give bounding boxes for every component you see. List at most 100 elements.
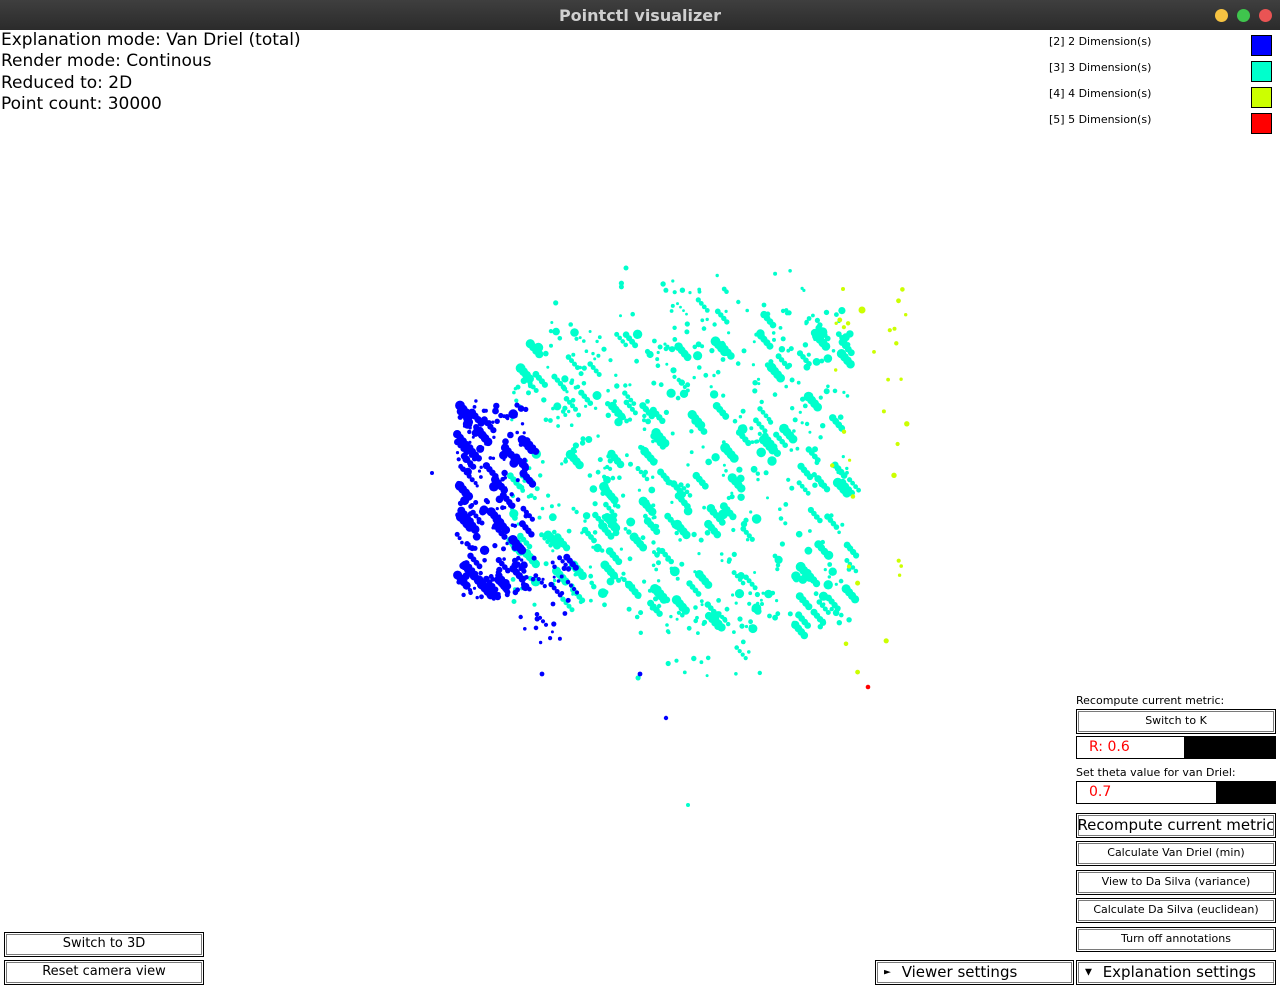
switch-to-k-button[interactable]: Switch to K	[1076, 709, 1276, 734]
point	[775, 567, 780, 572]
point	[850, 494, 856, 499]
point	[611, 408, 617, 414]
point	[750, 440, 755, 444]
point	[490, 427, 497, 434]
van-driel-min-button[interactable]: Calculate Van Driel (min)	[1076, 841, 1276, 866]
point	[775, 599, 779, 603]
point	[663, 342, 667, 346]
point	[578, 336, 582, 340]
point	[675, 345, 679, 349]
point	[739, 623, 745, 629]
point	[536, 577, 541, 582]
point	[684, 489, 690, 495]
point	[795, 530, 803, 538]
explanation-settings-button[interactable]: ▼ Explanation settings	[1076, 960, 1276, 985]
point	[592, 530, 598, 535]
point	[503, 476, 508, 480]
point	[803, 363, 811, 371]
reset-camera-button[interactable]: Reset camera view	[4, 960, 204, 985]
point	[697, 365, 702, 370]
point	[740, 580, 746, 586]
point	[834, 605, 841, 612]
point	[541, 397, 547, 403]
point	[756, 477, 760, 482]
point	[602, 474, 607, 479]
close-icon[interactable]	[1259, 9, 1272, 22]
point	[541, 577, 545, 581]
point	[560, 409, 566, 414]
point	[588, 573, 594, 579]
point	[731, 527, 736, 533]
point	[766, 496, 769, 500]
point	[549, 504, 554, 509]
point	[789, 485, 795, 491]
minimize-icon[interactable]	[1215, 9, 1228, 22]
maximize-icon[interactable]	[1237, 9, 1250, 22]
recompute-metric-button[interactable]: Recompute current metric	[1076, 813, 1276, 838]
point	[615, 558, 623, 566]
point	[813, 402, 822, 412]
point	[563, 562, 568, 567]
point	[804, 546, 813, 555]
point	[795, 446, 800, 451]
point	[651, 503, 656, 508]
point	[627, 583, 633, 589]
point	[533, 625, 539, 631]
point	[814, 317, 821, 323]
viewer-settings-button[interactable]: ► Viewer settings	[875, 960, 1074, 985]
point	[771, 331, 776, 335]
point	[523, 627, 527, 631]
point	[679, 305, 682, 309]
point	[557, 503, 561, 507]
point	[550, 560, 555, 565]
point	[687, 493, 693, 498]
point	[695, 591, 702, 597]
da-silva-euclidean-button[interactable]: Calculate Da Silva (euclidean)	[1076, 898, 1276, 923]
point	[754, 607, 762, 615]
point	[796, 380, 801, 385]
point	[651, 475, 655, 479]
point	[645, 399, 650, 404]
point	[498, 523, 502, 527]
point	[557, 336, 563, 341]
point-count-text: Point count: 30000	[1, 93, 162, 114]
point	[538, 473, 543, 478]
point	[623, 527, 628, 531]
point	[669, 309, 674, 313]
point	[743, 656, 748, 661]
point	[640, 535, 646, 541]
point	[491, 420, 495, 424]
point	[489, 481, 499, 492]
point	[716, 598, 721, 603]
point	[572, 361, 577, 367]
point	[580, 531, 584, 535]
point	[720, 559, 724, 563]
da-silva-variance-button[interactable]: View to Da Silva (variance)	[1076, 870, 1276, 895]
point	[491, 456, 496, 460]
title-bar[interactable]: Pointctl visualizer	[0, 0, 1280, 30]
r-value-input[interactable]: R: 0.6	[1076, 736, 1276, 759]
point	[823, 568, 827, 572]
point-cloud-canvas[interactable]	[0, 30, 1060, 830]
point	[761, 302, 767, 308]
point	[517, 405, 525, 412]
point	[720, 340, 725, 345]
toggle-annotations-button[interactable]: Turn off annotations	[1076, 927, 1276, 952]
legend-swatch	[1251, 35, 1272, 56]
point	[626, 529, 632, 535]
point	[549, 343, 553, 348]
point	[529, 516, 536, 522]
point	[651, 563, 656, 568]
switch-to-3d-button[interactable]: Switch to 3D	[4, 932, 204, 957]
point	[612, 500, 618, 506]
point	[836, 470, 840, 475]
point	[899, 564, 903, 568]
point	[462, 581, 471, 590]
point	[630, 311, 635, 317]
point	[692, 375, 696, 380]
point	[737, 484, 746, 493]
theta-input[interactable]: 0.7	[1076, 781, 1276, 804]
point	[548, 636, 553, 641]
point	[663, 409, 670, 415]
point	[515, 587, 520, 593]
